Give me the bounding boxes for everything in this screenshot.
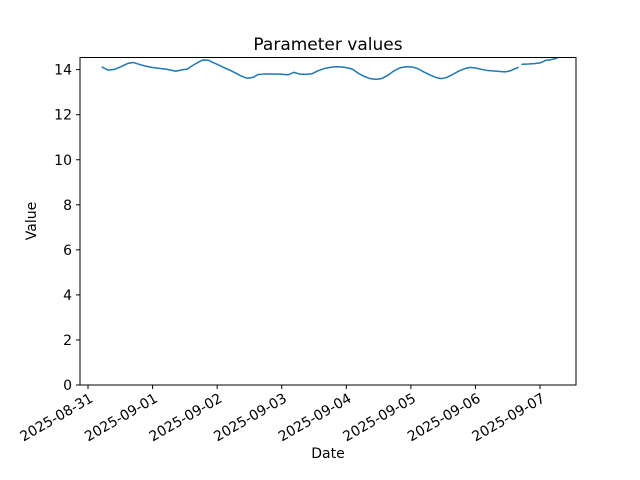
y-tick-label: 12	[54, 108, 72, 124]
y-tick-label: 10	[54, 153, 72, 169]
x-axis-label: Date	[311, 446, 344, 462]
data-series	[101, 57, 558, 81]
x-tick-label: 2025-08-31	[18, 391, 96, 446]
y-axis-ticks: 0 2 4 6 8 10 12 14	[54, 63, 80, 394]
y-axis-label: Value	[24, 202, 40, 240]
y-tick-label: 6	[63, 243, 72, 259]
y-tick-label: 0	[63, 378, 72, 394]
series-line-parameter-values	[101, 57, 558, 81]
y-tick-label: 8	[63, 198, 72, 214]
x-tick-label: 2025-09-05	[340, 391, 418, 446]
y-tick-label: 2	[63, 333, 72, 349]
x-tick-label: 2025-09-03	[211, 391, 289, 446]
y-tick-label: 14	[54, 63, 72, 79]
x-axis-ticks: 2025-08-312025-09-012025-09-022025-09-03…	[18, 385, 548, 445]
y-tick-label: 4	[63, 288, 72, 304]
x-tick-label: 2025-09-07	[470, 391, 548, 446]
x-tick-label: 2025-09-01	[82, 391, 160, 446]
chart-title: Parameter values	[253, 35, 402, 55]
plot-area	[79, 57, 577, 386]
